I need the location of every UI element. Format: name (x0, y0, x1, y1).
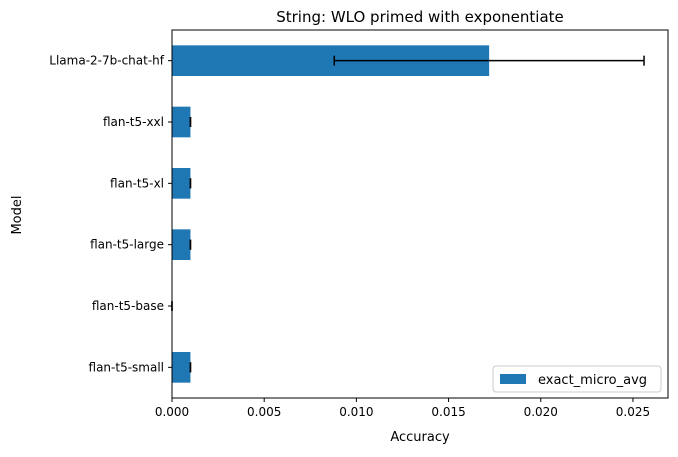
y-axis: Llama-2-7b-chat-hf flan-t5-xxl flan-t5-xl f… (49, 54, 172, 374)
x-tick-label: 0.020 (524, 405, 558, 419)
legend-label: exact_micro_avg (538, 373, 647, 388)
y-tick-label: flan-t5-large (90, 238, 164, 252)
bar-flan-t5-small (172, 352, 191, 383)
chart-title: String: WLO primed with exponentiate (276, 8, 564, 26)
bar-flan-t5-large (172, 229, 191, 260)
x-axis-label: Accuracy (390, 430, 450, 445)
x-tick-label: 0.015 (431, 405, 465, 419)
x-tick-label: 0.010 (339, 405, 373, 419)
legend: exact_micro_avg (492, 365, 662, 393)
error-bar-Llama-2-7b-chat-hf (333, 55, 645, 66)
legend-box (492, 365, 662, 393)
y-axis-label: Model (10, 195, 25, 234)
y-tick-label: flan-t5-xxl (103, 115, 164, 129)
y-tick-label: flan-t5-xl (110, 176, 164, 190)
x-tick-label: 0.005 (247, 405, 281, 419)
y-tick-label: flan-t5-small (89, 360, 164, 374)
bar-flan-t5-xl (172, 168, 191, 199)
legend-swatch (500, 374, 526, 384)
x-tick-label: 0.025 (616, 405, 650, 419)
plot-area (171, 45, 645, 383)
bar-flan-t5-xxl (172, 106, 191, 138)
y-tick-label: Llama-2-7b-chat-hf (49, 54, 164, 68)
plot-frame (171, 29, 669, 399)
x-axis: 0.000 0.005 0.010 0.015 0.020 0.025 (155, 398, 650, 419)
x-tick-label: 0.000 (155, 405, 189, 419)
y-tick-label: flan-t5-base (92, 299, 164, 313)
